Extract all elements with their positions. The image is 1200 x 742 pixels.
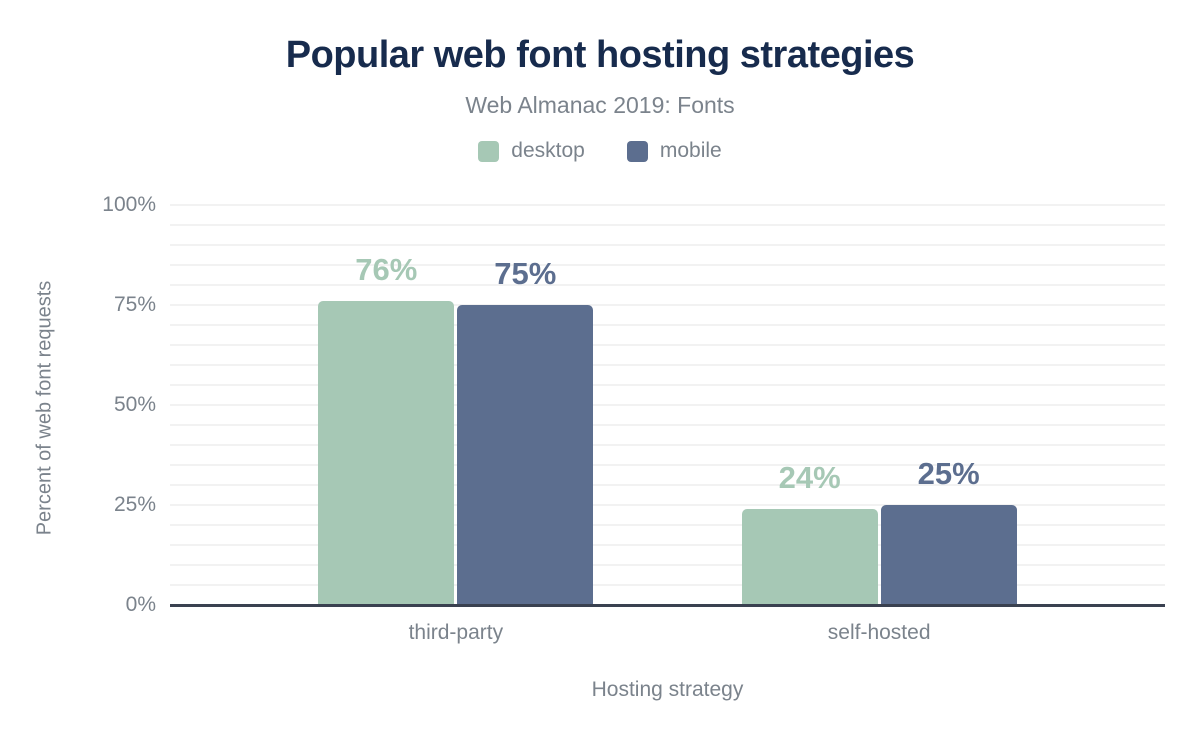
legend-swatch-icon <box>478 140 500 162</box>
x-axis-line <box>170 604 1165 607</box>
gridline <box>170 464 1165 466</box>
x-axis-title: Hosting strategy <box>591 678 744 701</box>
gridline <box>170 404 1165 406</box>
gridline <box>170 424 1165 426</box>
value-label-mobile-self-hosted: 25% <box>917 456 980 491</box>
chart-subtitle: Web Almanac 2019: Fonts <box>465 92 735 118</box>
x-category-label-self-hosted: self-hosted <box>827 621 931 644</box>
legend-item-mobile: mobile <box>626 139 722 163</box>
legend-label: mobile <box>659 139 722 162</box>
legend-label: desktop <box>511 139 585 162</box>
plot-area: 0% 25% 50% 75% 100% 76% 75% third-party 24% 25% s… <box>102 194 1165 644</box>
y-tick-label: 0% <box>125 593 156 616</box>
gridline <box>170 244 1165 246</box>
bar-mobile-self-hosted: 25% <box>880 458 1017 605</box>
gridline <box>170 324 1165 326</box>
legend: desktop mobile <box>0 139 1200 163</box>
value-label-desktop-self-hosted: 24% <box>778 460 841 495</box>
value-label-desktop-third-party: 76% <box>355 252 418 287</box>
value-label-mobile-third-party: 75% <box>494 256 557 291</box>
bar-desktop-self-hosted: 24% <box>741 462 878 605</box>
legend-item-desktop: desktop <box>478 139 585 163</box>
bar-mobile-third-party: 75% <box>457 258 594 605</box>
bar-group-self-hosted: 24% 25% self-hosted <box>741 458 1017 644</box>
y-axis-title: Percent of web font requests <box>33 280 56 536</box>
gridline <box>170 524 1165 526</box>
gridline <box>170 504 1165 506</box>
y-tick-label: 75% <box>113 293 156 316</box>
gridline <box>170 204 1165 206</box>
x-category-label-third-party: third-party <box>408 621 504 644</box>
gridline <box>170 444 1165 446</box>
y-tick-label: 50% <box>113 393 156 416</box>
bar-groups: 76% 75% third-party 24% 25% self-hosted <box>170 205 1165 644</box>
chart-title: Popular web font hosting strategies <box>285 34 915 76</box>
gridline <box>170 484 1165 486</box>
gridline <box>170 564 1165 566</box>
bar-desktop-third-party: 76% <box>318 254 455 605</box>
y-tick-label: 25% <box>113 493 156 516</box>
gridline <box>170 384 1165 386</box>
gridline <box>170 304 1165 306</box>
gridline <box>170 264 1165 266</box>
gridline <box>170 544 1165 546</box>
gridline <box>170 344 1165 346</box>
gridline <box>170 364 1165 366</box>
gridline <box>170 284 1165 286</box>
bar-group-third-party: 76% 75% third-party <box>318 254 594 644</box>
gridline <box>170 584 1165 586</box>
legend-swatch-icon <box>626 140 648 162</box>
gridline <box>170 224 1165 226</box>
y-tick-label: 100% <box>102 193 156 216</box>
